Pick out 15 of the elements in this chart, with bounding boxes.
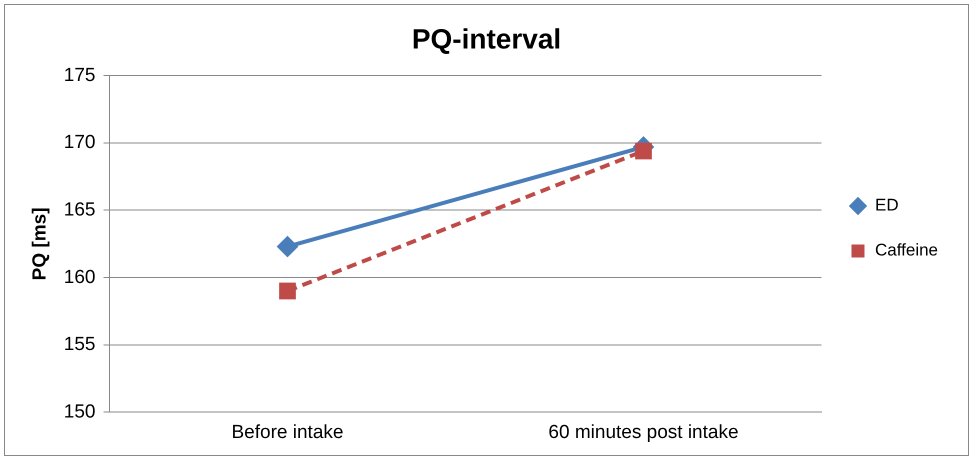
- x-tick-label: Before intake: [232, 422, 344, 443]
- legend-label: Caffeine: [874, 240, 938, 260]
- legend-label: ED: [874, 196, 899, 215]
- y-tick-label: 150: [64, 401, 96, 422]
- y-tick-label: 170: [64, 132, 96, 154]
- point: [278, 236, 298, 257]
- y-tick-label: 165: [64, 199, 96, 220]
- point: [635, 142, 652, 160]
- y-tick-label: 160: [64, 266, 96, 288]
- x-tick-label: 60 minutes post intake: [548, 422, 739, 443]
- chart-title: PQ-interval: [412, 24, 562, 55]
- point: [279, 282, 296, 300]
- y-axis-title: PQ [ms]: [30, 207, 51, 280]
- y-tick-label: 175: [64, 64, 96, 86]
- y-tick-label: 155: [64, 334, 96, 356]
